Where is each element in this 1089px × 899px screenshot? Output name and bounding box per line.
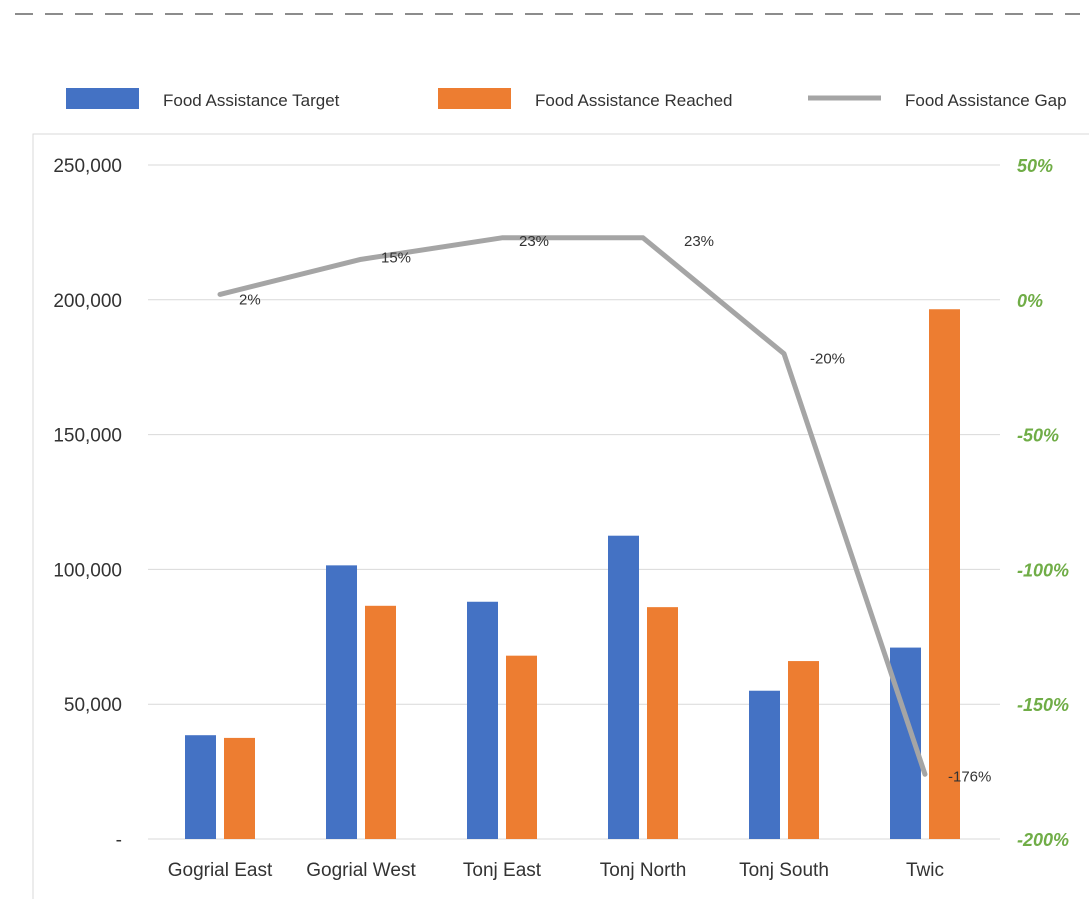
y-right-tick-label: -50% (1017, 426, 1059, 446)
gap-data-label: 23% (519, 233, 549, 250)
y-left-tick-label: 50,000 (64, 695, 122, 716)
gap-line-series: 2% 15% 23% 23% -20% -176% (217, 233, 991, 785)
x-category-label: Twic (906, 860, 944, 881)
gap-data-label: 2% (239, 291, 261, 308)
gridlines (148, 164, 1000, 840)
bar-1 (224, 737, 255, 839)
legend-swatch (66, 88, 139, 109)
x-category-label: Tonj North (600, 860, 687, 881)
gap-data-label: -176% (948, 768, 991, 785)
gap-data-label: 15% (381, 249, 411, 266)
legend-swatch (438, 88, 511, 109)
y-right-tick-label: 0% (1017, 291, 1043, 311)
bar-1 (365, 605, 396, 839)
bar-0 (749, 690, 780, 839)
axes: - 50,000 100,000 150,000 200,000 250,000 -200%… (53, 156, 1069, 881)
y-left-tick-label: 150,000 (53, 426, 122, 447)
legend-label: Food Assistance Reached (535, 91, 733, 110)
gap-data-label: 23% (684, 233, 714, 250)
bar-0 (185, 735, 216, 839)
legend-label: Food Assistance Gap (905, 91, 1067, 110)
y-left-tick-label: 200,000 (53, 291, 122, 312)
y-right-tick-label: -150% (1017, 695, 1069, 715)
y-left-tick-label: 250,000 (53, 156, 122, 177)
plot-area-border (32, 133, 1089, 899)
bar-1 (929, 309, 960, 840)
bar-0 (326, 565, 357, 839)
gap-data-label: -20% (810, 351, 845, 368)
bar-1 (647, 607, 678, 839)
y-left-tick-label: - (116, 830, 122, 851)
bar-0 (467, 601, 498, 839)
gap-line (217, 235, 928, 777)
y-left-tick-label: 100,000 (53, 560, 122, 581)
bar-series (185, 309, 960, 840)
bar-0 (608, 535, 639, 839)
bar-1 (506, 655, 537, 839)
bar-1 (788, 661, 819, 839)
x-category-label: Tonj East (463, 860, 542, 881)
y-right-tick-label: -100% (1017, 560, 1069, 580)
legend-label: Food Assistance Target (163, 91, 340, 110)
y-right-tick-label: 50% (1017, 156, 1053, 176)
x-category-label: Gogrial East (168, 860, 273, 881)
chart-legend: Food Assistance Target Food Assistance Re… (66, 88, 1067, 110)
x-category-label: Tonj South (739, 860, 829, 881)
y-right-tick-label: -200% (1017, 830, 1069, 850)
x-category-label: Gogrial West (306, 860, 416, 881)
